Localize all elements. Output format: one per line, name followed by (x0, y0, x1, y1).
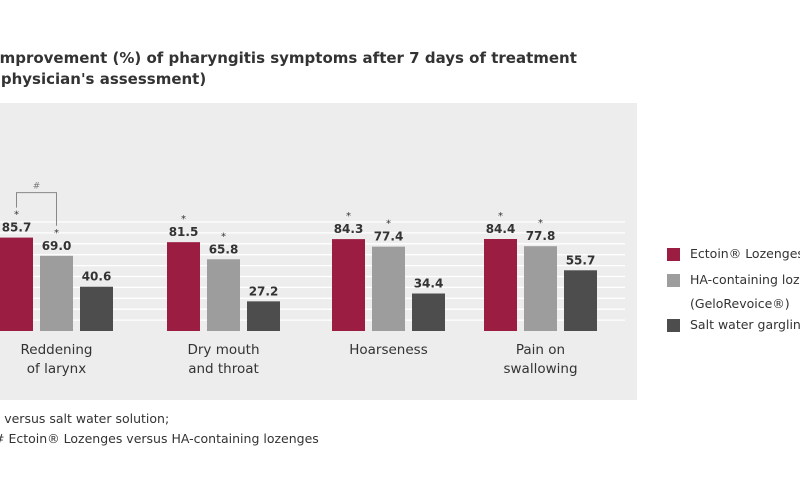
category-label: of larynx (27, 361, 86, 377)
bar-salt (80, 286, 113, 331)
bar-value-label: 77.4 (374, 230, 404, 244)
bar-ha (524, 246, 557, 331)
bar-ectoin (0, 237, 33, 331)
bar-value-label: 27.2 (249, 284, 279, 298)
significance-star: * (498, 211, 503, 222)
bar-value-label: 81.5 (169, 225, 199, 239)
comparison-bracket (16, 192, 57, 226)
bar-value-label: 65.8 (209, 242, 239, 256)
legend-swatch (667, 274, 680, 287)
bar-salt (564, 270, 597, 331)
bar-salt (412, 293, 445, 331)
bar-chart: 85.7*81.5*84.3*84.4*69.0*65.8* 77.4*77.8*… (0, 182, 625, 377)
bar-ectoin (167, 242, 200, 331)
chart-title: Improvement (%) of pharyngitis symptoms … (0, 48, 594, 90)
significance-star: * (386, 219, 391, 230)
bar-ha (372, 246, 405, 331)
category-label: and throat (188, 361, 259, 377)
significance-star: * (181, 214, 186, 225)
bar-value-label: 84.3 (334, 222, 364, 236)
bar-value-label: 40.6 (82, 270, 112, 284)
bar-value-label: 84.4 (486, 222, 516, 236)
significance-star: * (538, 218, 543, 229)
significance-star: * (346, 211, 351, 222)
significance-star: * (221, 231, 226, 242)
significance-star: * (54, 228, 59, 239)
category-label: Pain on (516, 342, 565, 358)
significance-star: * (14, 210, 19, 221)
category-label: Hoarseness (349, 342, 428, 358)
category-label: Reddening (21, 342, 93, 358)
footnote-significance-hash: # Ectoin® Lozenges versus HA-containing … (0, 431, 319, 446)
legend-label: HA-containing lozenges(GeloRevoice®) (690, 272, 800, 311)
plot-panel: 85.7 * 81.5 * 84.3 * 84.4 * 69.0 * 65.8 * 77.4 * 77.8 *… (0, 103, 637, 400)
bar-ha (40, 255, 73, 331)
comparison-bracket-label: # (33, 182, 41, 192)
bar-ha (207, 259, 240, 331)
bar-value-label: 85.7 (2, 221, 32, 235)
bar-value-label: 34.4 (414, 277, 444, 291)
category-label: Dry mouth (187, 342, 259, 358)
category-label: swallowing (503, 361, 577, 377)
bar-value-label: 69.0 (42, 239, 72, 253)
bar-ectoin (332, 239, 365, 331)
legend-label: Ectoin® Lozenges (690, 246, 800, 261)
footnote-significance-star: * versus salt water solution; (0, 411, 170, 426)
legend-swatch (667, 248, 680, 261)
bar-salt (247, 301, 280, 331)
bar-value-label: 77.8 (526, 229, 556, 243)
bar-ectoin (484, 239, 517, 331)
legend-swatch (667, 319, 680, 332)
chart-title-line-2: (physician's assessment) (0, 70, 207, 88)
legend: Ectoin® Lozenges HA-containing lozenges(G… (637, 240, 800, 420)
bar-value-label: 55.7 (566, 253, 596, 267)
footnotes: * versus salt water solution; # Ectoin® … (0, 409, 624, 449)
chart-title-line-1: Improvement (%) of pharyngitis symptoms … (0, 49, 577, 67)
legend-label: Salt water gargling (690, 317, 800, 332)
